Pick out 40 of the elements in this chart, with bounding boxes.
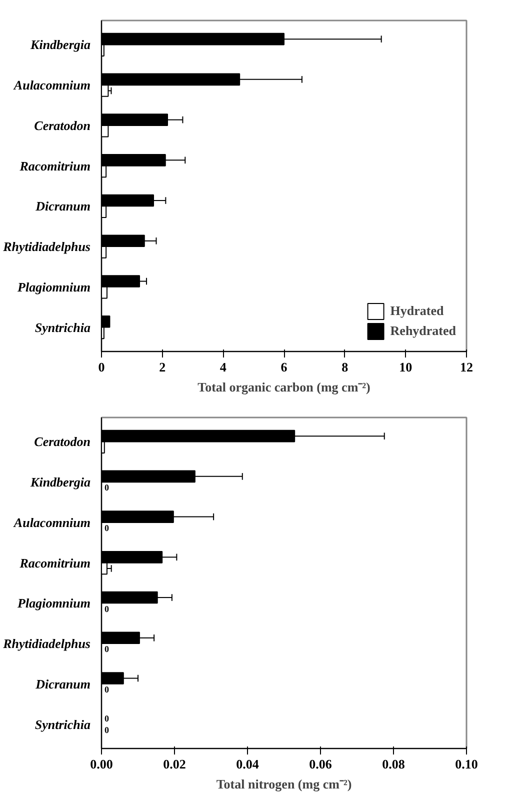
- y-tick-label: Plagiomnium: [18, 596, 91, 611]
- x-tick-label: 0.04: [236, 756, 260, 772]
- legend-label: Hydrated: [390, 303, 444, 319]
- y-tick-label: Kindbergia: [30, 474, 91, 490]
- x-tick-label: 0.10: [455, 756, 478, 772]
- data-label: 0: [104, 644, 110, 654]
- data-label: 0: [104, 724, 110, 735]
- x-tick-label: 0.08: [382, 756, 406, 772]
- y-tick-label: Ceratodon: [34, 434, 90, 450]
- data-label: 0: [104, 684, 110, 695]
- x-axis-title: Total nitrogen (mg cm⁻²): [216, 776, 352, 792]
- x-tick-label: 4: [220, 360, 227, 374]
- x-tick-label: 10: [399, 360, 412, 374]
- y-tick-label: Dicranum: [34, 676, 91, 692]
- x-tick-label: 0.00: [90, 756, 113, 772]
- y-tick-label: Ceratodon: [34, 118, 90, 133]
- y-tick-label: Syntrichia: [34, 716, 91, 732]
- y-tick-label: Syntrichia: [34, 320, 91, 335]
- data-label: 0: [104, 714, 110, 724]
- y-tick-label: Racomitrium: [18, 555, 91, 570]
- data-label: 0: [104, 604, 110, 614]
- y-tick-label: Plagiomnium: [18, 279, 91, 294]
- y-tick-label: Aulacomnium: [12, 514, 90, 530]
- x-tick-label: 0: [98, 360, 105, 374]
- data-label: 0: [104, 523, 110, 534]
- y-tick-label: Rhytidiadelphus: [2, 239, 91, 254]
- x-tick-label: 8: [342, 360, 349, 374]
- y-tick-label: Dicranum: [34, 198, 91, 214]
- y-tick-label: Rhytidiadelphus: [2, 636, 91, 652]
- x-tick-label: 2: [159, 360, 166, 374]
- x-tick-label: 6: [280, 360, 288, 374]
- x-tick-label: 0.02: [163, 756, 186, 772]
- y-tick-label: Aulacomnium: [12, 78, 90, 93]
- legend-label: Rehydrated: [390, 323, 456, 339]
- x-tick-label: 12: [460, 360, 473, 374]
- x-tick-label: 0.06: [309, 756, 332, 772]
- y-tick-label: Racomitrium: [18, 158, 91, 174]
- data-label: 0: [104, 482, 110, 493]
- x-axis-title: Total organic carbon (mg cm⁻²): [198, 380, 370, 394]
- y-tick-label: Kindbergia: [30, 37, 91, 52]
